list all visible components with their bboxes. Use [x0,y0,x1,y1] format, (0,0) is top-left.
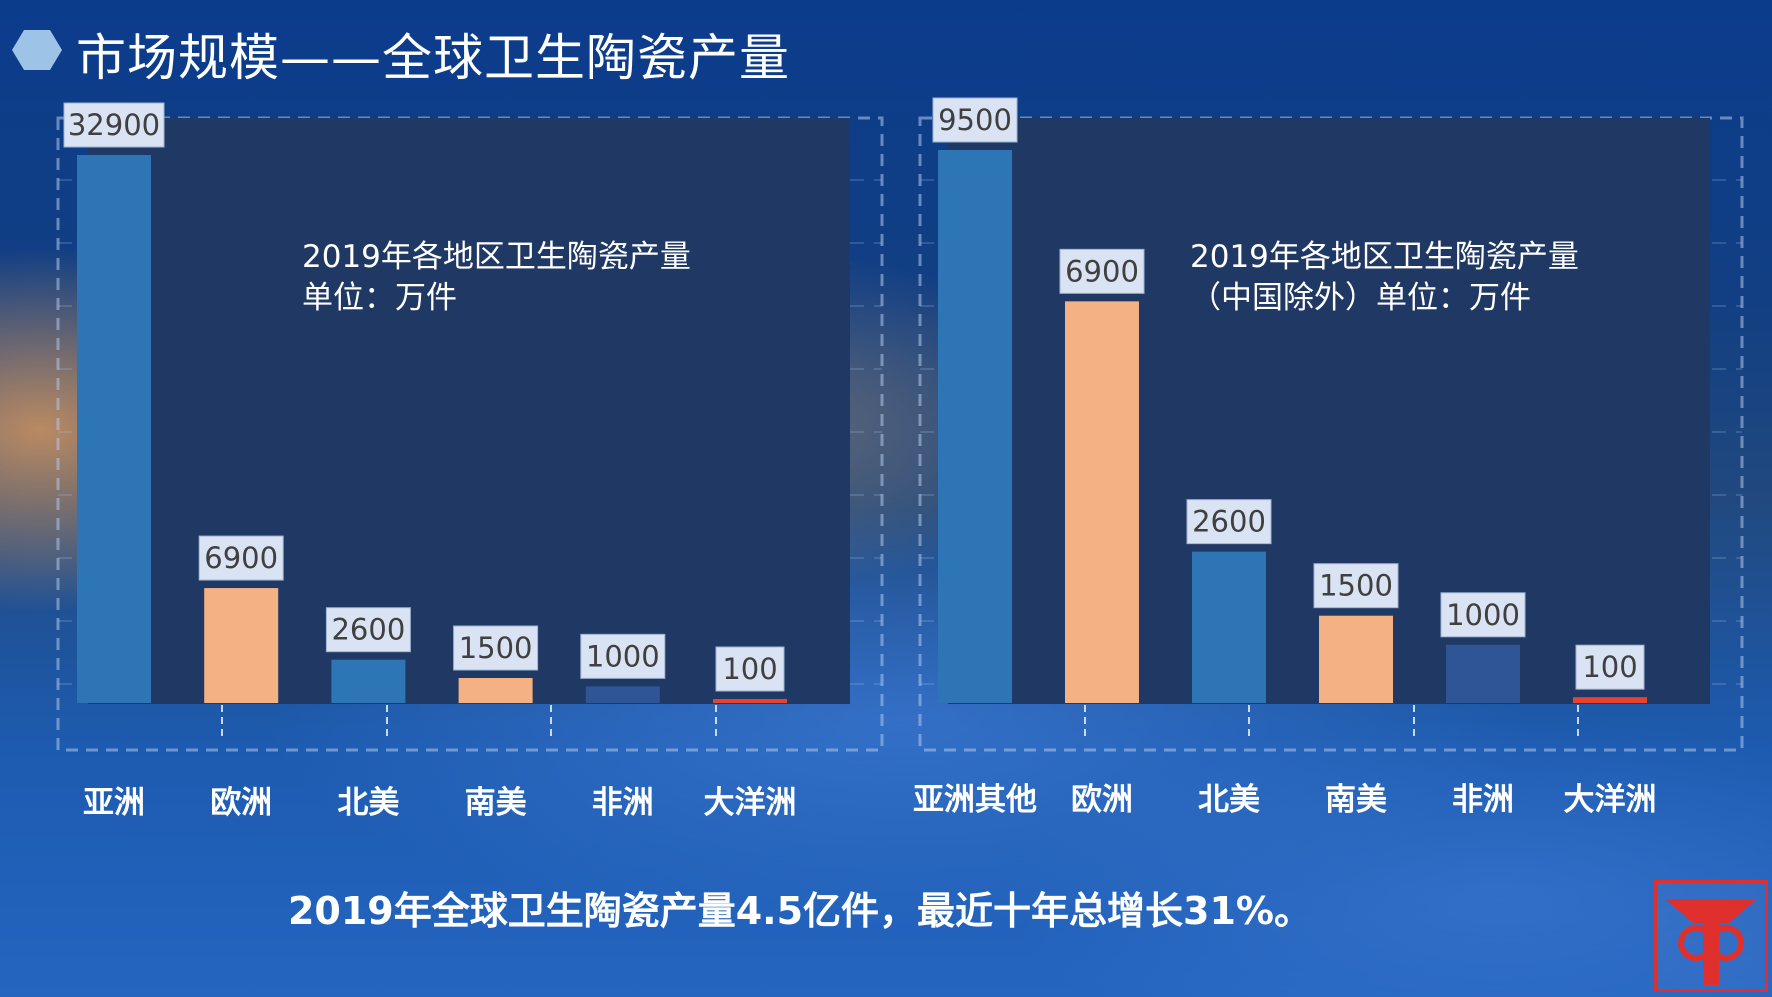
chart-2-data-label-5: 1000 [1446,598,1520,632]
chart-2-category-label-5: 非洲 [1452,782,1514,818]
logo-mark-icon [1665,899,1757,985]
chart-2-title-line-1: 2019年各地区卫生陶瓷产量 [1190,239,1579,275]
page-title: 市场规模——全球卫生陶瓷产量 [76,29,790,87]
chart-1-data-label-6: 100 [722,652,777,686]
chart-1-bar-6 [713,699,787,703]
chart-2-category-label-3: 北美 [1198,782,1260,818]
hexagon-bullet-icon [12,30,62,70]
chart-1-data-label-box-6 [715,646,785,692]
chart-2-category-label-6: 大洋洲 [1564,782,1657,818]
chart-1-data-label-5: 1000 [586,639,660,673]
chart-2-data-label-box-3 [1186,499,1272,545]
chart-1-bar-1 [77,155,151,703]
company-logo-icon [1654,880,1768,992]
chart-1-plot-area [88,118,850,704]
chart-2-data-label-box-2 [1059,248,1145,294]
chart-2-data-label-2: 6900 [1065,254,1139,288]
chart-2-bar-5 [1446,644,1520,703]
chart-2-bar-1 [938,150,1012,703]
chart-1-category-label-3: 北美 [337,785,399,821]
chart-1-title-line-1: 2019年各地区卫生陶瓷产量 [302,239,691,275]
chart-1-data-label-box-3 [325,607,411,653]
chart-2-category-label-4: 南美 [1325,782,1387,818]
chart-1-data-label-box-1 [63,102,165,148]
chart-2-data-label-box-6 [1575,644,1645,690]
chart-2-bar-6 [1573,697,1647,703]
chart-2-bar-3 [1192,551,1266,703]
chart-2-category-label-2: 欧洲 [1071,782,1133,818]
chart-2-data-label-6: 100 [1582,650,1637,684]
chart-2-data-label-box-4 [1313,563,1399,609]
chart-2-bar-2 [1065,301,1139,703]
chart-1-data-label-1: 32900 [68,108,160,142]
chart-1-title-line-2: 单位：万件 [302,280,457,316]
chart-1-data-label-2: 6900 [204,541,278,575]
chart-1-data-label-box-5 [580,633,666,679]
chart-2-category-label-1: 亚洲其他 [913,782,1037,818]
chart-1-data-label-3: 2600 [331,613,405,647]
chart-2-title: 2019年各地区卫生陶瓷产量 （中国除外）单位：万件 [1190,237,1579,319]
chart-1-category-label-2: 欧洲 [210,785,272,821]
chart-1-bar-2 [204,588,279,703]
chart-2-title-line-2: （中国除外）单位：万件 [1190,280,1531,316]
summary-text: 2019年全球卫生陶瓷产量4.5亿件，最近十年总增长31%。 [287,889,1313,933]
chart-1-data-label-box-2 [198,535,284,581]
chart-1-category-label-1: 亚洲 [83,785,145,821]
chart-1-category-label-6: 大洋洲 [704,785,797,821]
chart-1-title: 2019年各地区卫生陶瓷产量 单位：万件 [302,237,691,319]
chart-1-category-label-4: 南美 [465,785,527,821]
chart-2-data-label-3: 2600 [1192,505,1266,539]
chart-1-bar-5 [585,686,660,703]
chart-2-data-label-4: 1500 [1319,569,1393,603]
chart-2-data-label-box-1 [932,97,1018,143]
chart-1-bar-4 [458,678,533,703]
chart-2-bar-4 [1319,615,1393,703]
chart-2-data-label-1: 9500 [938,103,1012,137]
chart-1-bar-3 [331,659,406,703]
chart-1-category-label-5: 非洲 [592,785,654,821]
chart-1-data-label-4: 1500 [459,631,533,665]
chart-1-data-label-box-4 [453,625,539,671]
chart-2-data-label-box-5 [1440,592,1526,638]
